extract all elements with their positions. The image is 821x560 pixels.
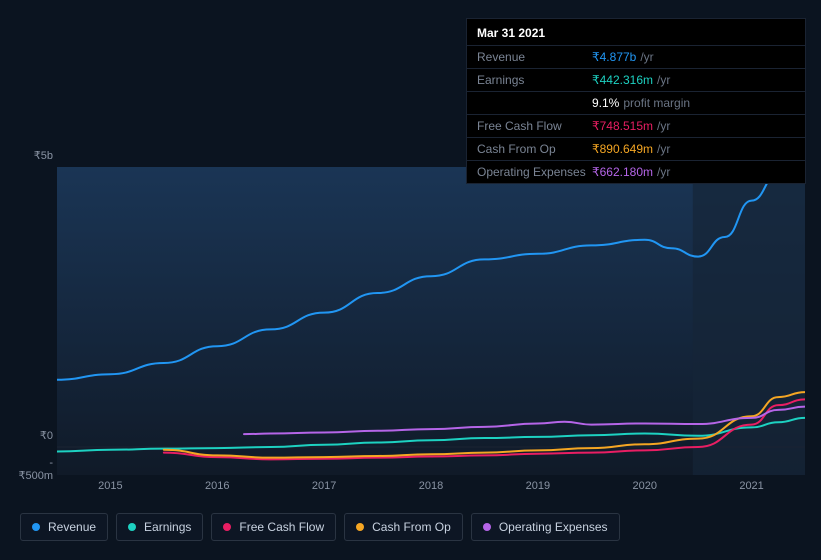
tooltip-row: Earnings₹442.316m/yr — [467, 68, 805, 91]
legend-label: Revenue — [48, 520, 96, 534]
x-axis-label: 2016 — [205, 480, 229, 492]
legend-label: Earnings — [144, 520, 191, 534]
legend-item[interactable]: Cash From Op — [344, 513, 463, 541]
legend-swatch — [128, 523, 136, 531]
x-axis: 2015 2016 2017 2018 2019 2020 2021 — [57, 480, 805, 498]
x-axis-label: 2015 — [98, 480, 122, 492]
tooltip-unit: /yr — [657, 119, 670, 133]
tooltip-row: Cash From Op₹890.649m/yr — [467, 137, 805, 160]
tooltip-label: Cash From Op — [477, 142, 592, 156]
legend-label: Operating Expenses — [499, 520, 608, 534]
tooltip-date: Mar 31 2021 — [467, 19, 805, 45]
tooltip-label: Revenue — [477, 50, 592, 64]
tooltip-value: ₹662.180m — [592, 165, 653, 179]
tooltip-unit: /yr — [657, 142, 670, 156]
tooltip-row: Revenue₹4.877b/yr — [467, 45, 805, 68]
legend-item[interactable]: Revenue — [20, 513, 108, 541]
y-axis-label: ₹0 — [40, 429, 53, 442]
x-axis-label: 2019 — [526, 480, 550, 492]
tooltip-unit: /yr — [640, 50, 653, 64]
tooltip-value: ₹442.316m — [592, 73, 653, 87]
tooltip-row: 9.1% profit margin — [467, 91, 805, 114]
tooltip-row: Free Cash Flow₹748.515m/yr — [467, 114, 805, 137]
x-axis-label: 2017 — [312, 480, 336, 492]
tooltip-value: ₹4.877b — [592, 50, 636, 64]
chart-plot[interactable] — [57, 167, 805, 475]
chart-container: ₹5b₹0-₹500m 2015 2016 2017 2018 2019 2020 2021 — [15, 155, 805, 495]
x-axis-label: 2018 — [419, 480, 443, 492]
y-axis-label: ₹5b — [34, 149, 53, 162]
legend-swatch — [223, 523, 231, 531]
tooltip-label: Free Cash Flow — [477, 119, 592, 133]
legend-swatch — [483, 523, 491, 531]
tooltip-label: Operating Expenses — [477, 165, 592, 179]
tooltip-value: ₹748.515m — [592, 119, 653, 133]
tooltip-row: Operating Expenses₹662.180m/yr — [467, 160, 805, 183]
legend-swatch — [356, 523, 364, 531]
legend-item[interactable]: Earnings — [116, 513, 203, 541]
legend-swatch — [32, 523, 40, 531]
legend-item[interactable]: Operating Expenses — [471, 513, 620, 541]
tooltip-value: ₹890.649m — [592, 142, 653, 156]
tooltip-unit: /yr — [657, 165, 670, 179]
tooltip-value: 9.1% — [592, 96, 619, 110]
legend: Revenue Earnings Free Cash Flow Cash From O… — [20, 513, 620, 541]
tooltip-unit: profit margin — [623, 96, 690, 110]
y-axis: ₹5b₹0-₹500m — [15, 155, 57, 475]
x-axis-label: 2021 — [739, 480, 763, 492]
tooltip-panel: Mar 31 2021 Revenue₹4.877b/yrEarnings₹44… — [466, 18, 806, 184]
tooltip-label: Earnings — [477, 73, 592, 87]
legend-label: Free Cash Flow — [239, 520, 324, 534]
legend-item[interactable]: Free Cash Flow — [211, 513, 336, 541]
tooltip-unit: /yr — [657, 73, 670, 87]
x-axis-label: 2020 — [632, 480, 656, 492]
legend-label: Cash From Op — [372, 520, 451, 534]
y-axis-label: -₹500m — [15, 457, 53, 482]
